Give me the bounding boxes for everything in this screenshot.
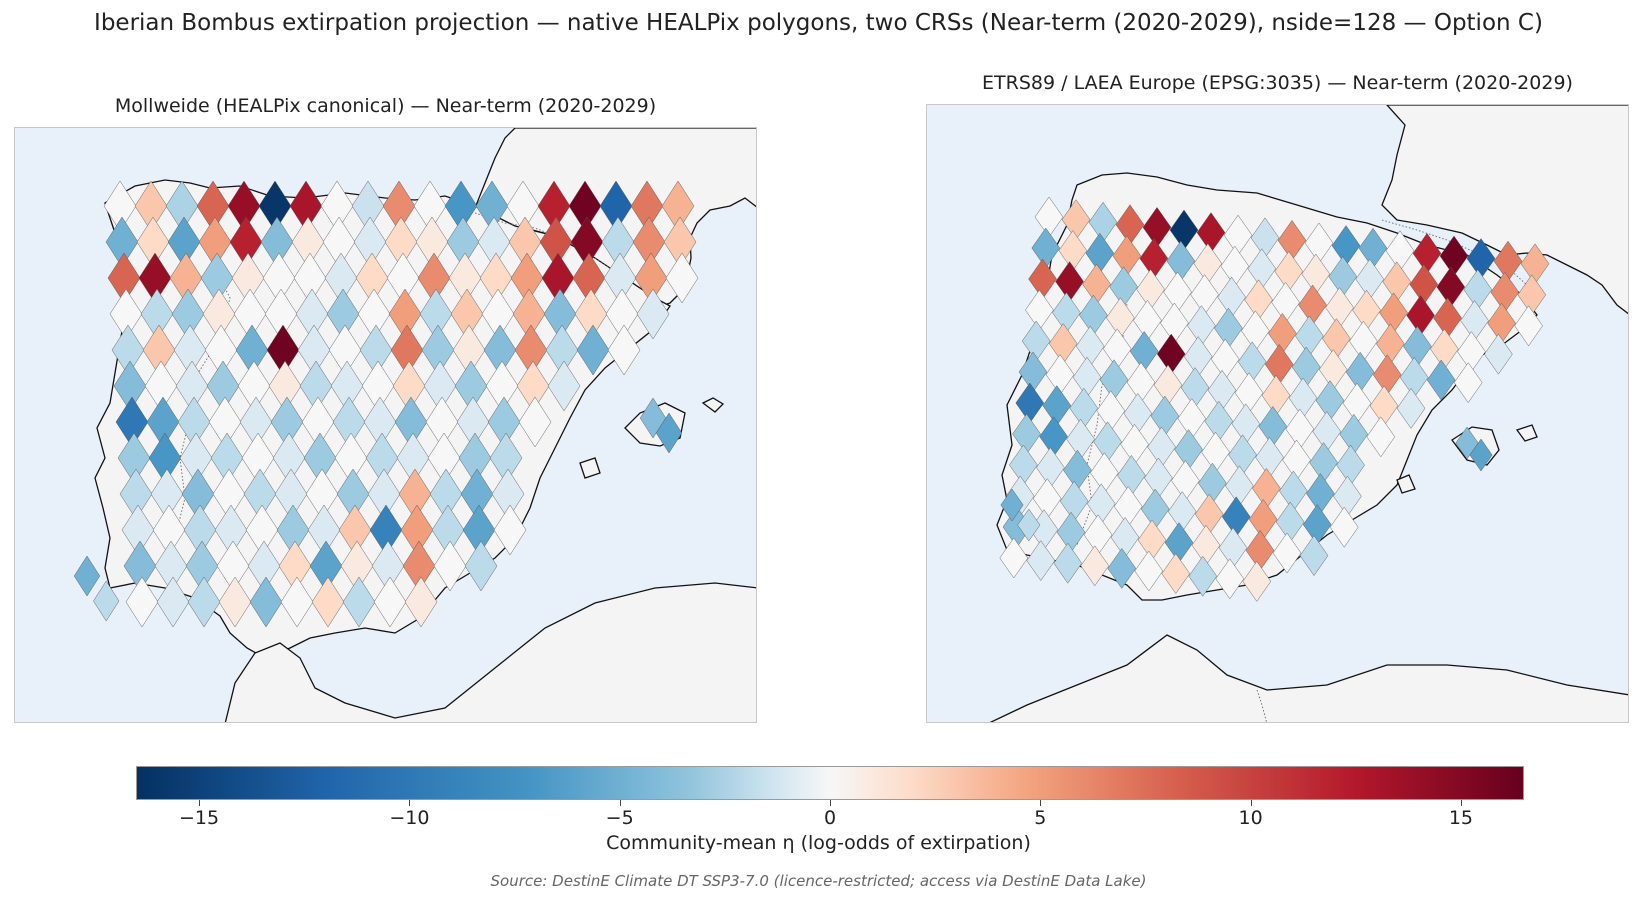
healpix-cell [1396, 388, 1426, 429]
balearic-menorca [701, 397, 725, 413]
healpix-cell [1080, 545, 1110, 587]
healpix-cell [1034, 196, 1064, 238]
map-mollweide[interactable] [14, 127, 757, 723]
healpix-cells-laea [999, 196, 1550, 602]
healpix-cell [342, 576, 376, 628]
colorbar-tick [619, 800, 621, 806]
balearic-ibiza [1396, 474, 1416, 494]
healpix-cell [547, 360, 581, 412]
colorbar [136, 766, 1524, 800]
healpix-cell [999, 537, 1029, 579]
healpix-cell [187, 576, 221, 628]
colorbar-tick-label: −15 [179, 807, 220, 829]
colorbar-tick-label: 5 [1034, 807, 1047, 829]
healpix-cell [1026, 540, 1056, 581]
morocco-algeria-border [1256, 689, 1267, 722]
healpix-cell [607, 324, 641, 376]
healpix-cell-edge [93, 580, 120, 622]
spain-france-border [1381, 219, 1528, 286]
colorbar-label: Community-mean η (log-odds of extirpatio… [606, 832, 1031, 854]
colorbar-tick [830, 800, 831, 806]
healpix-cell [249, 576, 283, 628]
healpix-cell [636, 288, 670, 340]
figure-title: Iberian Bombus extirpation projection — … [94, 10, 1543, 36]
healpix-cell [1366, 416, 1396, 458]
healpix-cell-balearic [655, 412, 683, 454]
healpix-cell [1484, 333, 1513, 375]
healpix-cell [280, 576, 314, 628]
source-note: Source: DestinE Climate DT SSP3-7.0 (lic… [490, 872, 1147, 890]
colorbar-gradient [136, 766, 1524, 800]
healpix-cell [156, 576, 190, 628]
colorbar-tick [1460, 800, 1462, 806]
laea-map-canvas [989, 105, 1628, 722]
north-africa-landmass [224, 582, 756, 722]
healpix-cells-mollweide [73, 180, 699, 628]
healpix-cell [1299, 535, 1329, 576]
healpix-cell-edge [73, 555, 101, 597]
healpix-cell [1134, 550, 1164, 592]
healpix-cell [1215, 558, 1245, 600]
healpix-cell-edge [1000, 488, 1024, 522]
balearic-ibiza [579, 457, 601, 479]
healpix-cell [576, 324, 610, 376]
healpix-cell [373, 576, 407, 628]
balearic-menorca [1515, 424, 1538, 442]
healpix-cell [404, 576, 438, 628]
map-laea[interactable] [926, 104, 1629, 723]
healpix-cell [1453, 362, 1483, 403]
healpix-cell [1107, 548, 1137, 589]
healpix-cell [1272, 532, 1302, 574]
north-africa-landmass [989, 634, 1628, 722]
colorbar-tick-label: 10 [1238, 807, 1263, 829]
healpix-cell [518, 396, 552, 448]
panel-title-laea: ETRS89 / LAEA Europe (EPSG:3035) — Near-… [982, 72, 1573, 94]
healpix-cell [1329, 506, 1359, 548]
colorbar-tick [1040, 800, 1042, 806]
healpix-cell-balearic [639, 397, 667, 439]
healpix-cell [1053, 542, 1083, 584]
healpix-cell [218, 576, 252, 628]
healpix-cell [1188, 555, 1218, 597]
panel-title-mollweide: Mollweide (HEALPix canonical) — Near-ter… [114, 95, 657, 117]
healpix-cell [125, 576, 159, 628]
colorbar-tick [409, 800, 411, 806]
healpix-cell [311, 576, 345, 628]
colorbar-tick-label: −5 [605, 807, 634, 829]
colorbar-tick [1250, 800, 1252, 806]
healpix-cell [1514, 305, 1543, 347]
healpix-cell-edge [1017, 508, 1041, 542]
colorbar-tick [199, 800, 201, 806]
colorbar-tick-label: 15 [1448, 807, 1473, 829]
healpix-cell [493, 504, 527, 556]
mollweide-map-canvas [73, 128, 756, 722]
healpix-cell-balearic [1469, 438, 1493, 472]
colorbar-tick-label: 0 [823, 807, 837, 829]
healpix-cell [1161, 553, 1191, 594]
healpix-cell [464, 540, 498, 592]
healpix-cell [1426, 359, 1456, 401]
healpix-cell [665, 252, 699, 304]
healpix-cell [1242, 561, 1272, 602]
healpix-cell [433, 540, 467, 592]
colorbar-tick-label: −10 [389, 807, 430, 829]
